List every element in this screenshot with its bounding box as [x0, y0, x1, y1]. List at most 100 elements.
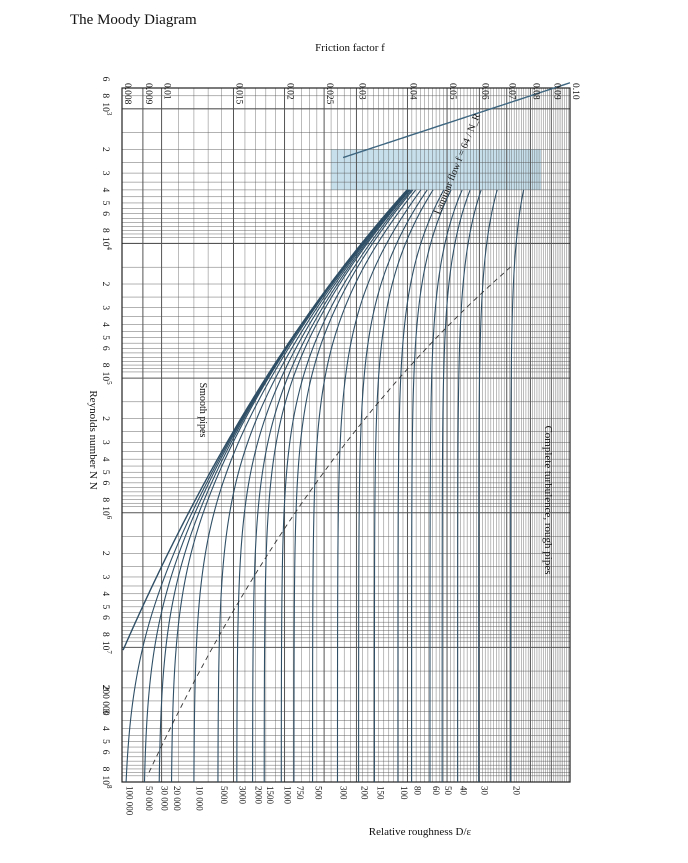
re-tick-label: 104	[100, 237, 113, 251]
re-tick-text: 6	[100, 77, 110, 82]
re-tick-text: 4	[100, 726, 110, 731]
re-tick-label: 107	[100, 641, 113, 655]
f-tick-label: 0.025	[324, 83, 334, 105]
curve-150	[373, 189, 434, 782]
re-tick-text: 105	[100, 372, 113, 386]
re-tick-text: 4	[100, 322, 110, 327]
roughness-label: 3000	[238, 786, 248, 805]
curve-5000	[217, 189, 409, 782]
curve-10-000	[193, 189, 408, 783]
curve-1000	[280, 189, 412, 782]
re-tick-label: 4	[100, 457, 110, 462]
re-tick-label: 3	[100, 575, 110, 580]
roughness-label: 2000	[254, 786, 264, 805]
re-tick-label: 4	[100, 322, 110, 327]
roughness-label: 200	[360, 786, 370, 800]
f-tick-label: 0.07	[507, 83, 517, 100]
re-tick-label: 5	[100, 201, 110, 206]
roughness-label: 30 000	[159, 786, 169, 811]
re-tick-text: 103	[100, 102, 113, 116]
re-tick-label: 6	[100, 346, 110, 351]
re-tick-label: 3	[100, 709, 110, 714]
smooth-pipes-annotation: Smooth pipes	[197, 383, 208, 438]
re-tick-text: 3	[100, 440, 110, 445]
re-tick-label: 3	[100, 440, 110, 445]
re-tick-text: 107	[100, 641, 113, 655]
re-tick-label: 6	[100, 77, 110, 82]
re-tick-text: 4	[100, 591, 110, 596]
re-tick-text: 6	[100, 346, 110, 351]
re-tick-label: 3	[100, 171, 110, 176]
chart-grid	[121, 87, 571, 783]
roughness-label: 30	[480, 786, 490, 796]
curve-750	[293, 189, 414, 782]
laminar-line	[342, 82, 571, 159]
roughness-label: 300	[338, 786, 348, 800]
re-tick-label: 105	[100, 372, 113, 386]
f-tick-label: 0.04	[407, 83, 417, 100]
re-tick-sup: 4	[105, 246, 113, 250]
re-tick-text: 8	[100, 93, 110, 98]
re-tick-text: 8	[100, 632, 110, 637]
re-tick-text: 4	[100, 457, 110, 462]
friction-factor-axis-label: Friction factor f	[315, 42, 385, 54]
re-tick-sup: 3	[105, 112, 113, 116]
curve-100	[397, 189, 445, 782]
curve-30	[478, 189, 498, 782]
roughness-label: 40	[459, 786, 469, 796]
f-tick-label: 0.03	[356, 83, 366, 100]
roughness-label: 1000	[282, 786, 292, 805]
f-tick-label: 0.02	[285, 83, 295, 100]
complete-turbulence-annotation: Complete turbulence, rough pipes	[542, 425, 554, 574]
re-tick-text: 6	[100, 615, 110, 620]
re-tick-sup: 5	[105, 381, 113, 385]
re-tick-label: 8	[100, 93, 110, 98]
re-tick-label: 8	[100, 497, 110, 502]
roughness-label: 80	[413, 786, 423, 796]
curve-2000	[252, 189, 410, 782]
roughness-label: 100 000	[124, 786, 134, 816]
re-tick-text: 5	[100, 739, 110, 744]
curve-50	[441, 189, 471, 782]
f-tick-label: 0.06	[479, 83, 489, 100]
re-tick-text: 3	[100, 575, 110, 580]
re-tick-label: 2	[100, 551, 110, 556]
f-tick-label: 0.08	[530, 83, 540, 100]
re-tick-label: 6	[100, 750, 110, 755]
re-tick-label: 8	[100, 767, 110, 772]
re-tick-label: 5	[100, 604, 110, 609]
re-tick-text: 3	[100, 709, 110, 714]
re-tick-text: 104	[100, 237, 113, 251]
re-tick-text: 108	[100, 776, 113, 790]
re-tick-text: 5	[100, 335, 110, 340]
roughness-label: 150	[375, 786, 385, 800]
roughness-label: 1500	[265, 786, 275, 805]
roughness-label: 60	[431, 786, 441, 796]
curve-1500	[263, 189, 411, 782]
page-title: The Moody Diagram	[70, 12, 197, 28]
roughness-label: 50	[443, 786, 453, 796]
re-tick-text: 2	[100, 147, 110, 152]
re-tick-text: 8	[100, 228, 110, 233]
re-tick-text: 5	[100, 470, 110, 475]
roughness-label: 750	[295, 786, 305, 800]
f-tick-label: 0.015	[233, 83, 243, 105]
curve-3000	[236, 189, 409, 782]
f-tick-label: 0.008	[122, 83, 132, 105]
re-tick-text: 2	[100, 686, 110, 691]
re-tick-label: 5	[100, 470, 110, 475]
re-tick-text: 3	[100, 305, 110, 310]
re-tick-label: 6	[100, 615, 110, 620]
re-tick-label: 6	[100, 211, 110, 216]
plot-frame	[121, 87, 571, 783]
re-tick-label: 103	[100, 102, 113, 116]
re-tick-label: 3	[100, 305, 110, 310]
f-tick-label: 0.10	[570, 83, 580, 100]
re-tick-label: 6	[100, 480, 110, 485]
re-tick-label: 106	[100, 506, 113, 520]
re-tick-label: 8	[100, 363, 110, 368]
chart-curves	[122, 82, 571, 783]
re-tick-sup: 6	[105, 516, 113, 520]
re-tick-text: 3	[100, 171, 110, 176]
re-tick-label: 2	[100, 147, 110, 152]
